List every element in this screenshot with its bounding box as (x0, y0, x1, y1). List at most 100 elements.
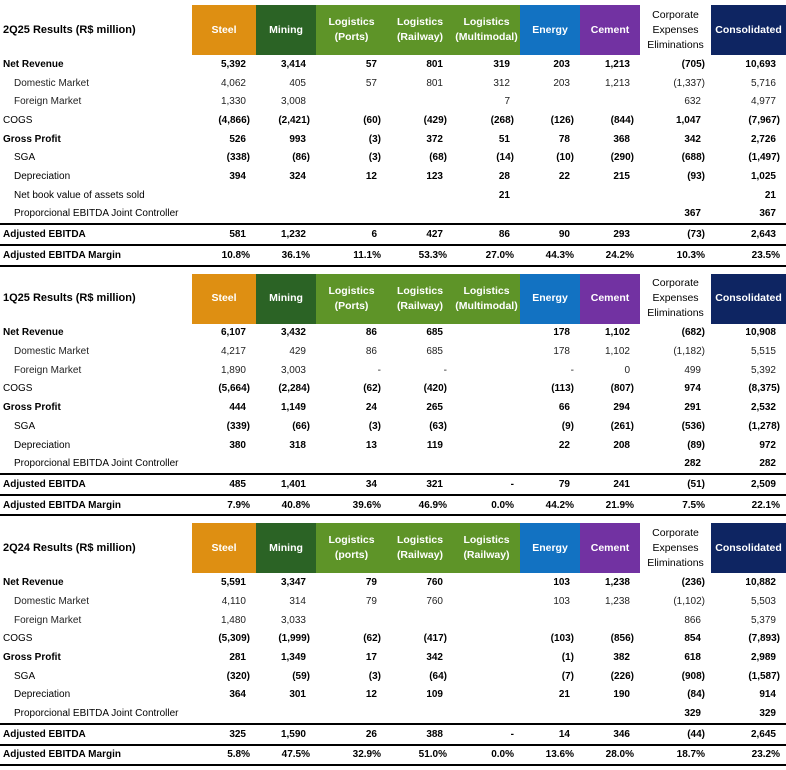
cell-steel (192, 205, 256, 225)
cell-mining: 47.5% (256, 743, 316, 767)
cell-cement: 346 (580, 722, 640, 745)
cell-logistics-railway (387, 454, 453, 474)
cell-consolidated: 10,908 (745, 327, 776, 339)
cell-mining: 314 (289, 595, 306, 607)
cell-logistics-ports: 26 (316, 722, 387, 745)
cell-logistics-railway (387, 611, 453, 630)
cell-logistics-railway: (420) (423, 383, 447, 395)
cell-cement: 294 (613, 402, 630, 414)
table-row: Foreign Market 1,890 3,003 - - - 0 499 5,392 (0, 361, 786, 380)
table-row: Proporcional EBITDA Joint Controller 329 3… (0, 704, 786, 724)
column-header-logistics-ports: Logistics (Ports) (316, 273, 387, 324)
row-label: Proporcional EBITDA Joint Controller (14, 458, 179, 470)
table-row: SGA (338) (86) (3) (68) (14) (10) (290) (688) (1,… (0, 148, 786, 167)
table-row: Depreciation 364 301 12 109 21 190 (84) 914 (0, 686, 786, 705)
cell-logistics-railway: 123 (426, 170, 443, 182)
cell-mining: 301 (289, 689, 306, 701)
row-label: COGS (3, 383, 33, 395)
row-label: Domestic Market (14, 595, 90, 607)
cell-energy: (113) (551, 383, 574, 395)
cell-logistics-railway: 265 (426, 402, 443, 414)
cell-corporate-eliminations: (236) (681, 577, 705, 589)
cell-energy: 203 (553, 77, 570, 89)
cell-corporate-eliminations: (84) (687, 689, 705, 701)
cell-corporate-eliminations: 10.3% (640, 243, 711, 267)
row-label: Depreciation (14, 439, 71, 451)
cell-steel: (5,664) (218, 383, 250, 395)
cell-logistics-ports: (60) (363, 114, 381, 126)
table-row: Net book value of assets sold 21 21 (0, 186, 786, 205)
row-label: Domestic Market (14, 77, 90, 89)
cell-mining: (2,284) (278, 383, 310, 395)
cell-corporate-eliminations: 282 (684, 458, 701, 470)
row-label: Adjusted EBITDA (0, 473, 192, 495)
cell-energy (520, 186, 580, 205)
cell-logistics-multimodal (453, 648, 520, 667)
cell-logistics-ports: (3) (368, 152, 381, 164)
cell-corporate-eliminations: (908) (681, 670, 705, 682)
cell-cement: (226) (610, 670, 634, 682)
cell-corporate-eliminations: 866 (684, 614, 701, 626)
cell-corporate-eliminations: 854 (684, 633, 701, 645)
cell-cement: 293 (580, 223, 640, 245)
cell-logistics-multimodal (453, 324, 520, 343)
cell-logistics-multimodal (453, 454, 520, 474)
results-table-2: 2Q24 Results (R$ million) Steel Mining Logi… (0, 523, 786, 767)
cell-logistics-multimodal: - (453, 722, 520, 745)
cell-consolidated: 1,025 (750, 170, 776, 182)
row-label: Adjusted EBITDA Margin (0, 493, 192, 517)
row-label: COGS (3, 633, 33, 645)
cell-steel: 4,217 (220, 346, 246, 358)
cell-energy: 103 (553, 577, 570, 589)
column-header-logistics-railway: Logistics (Railway) (387, 273, 453, 324)
cell-energy: 44.2% (520, 493, 580, 517)
cell-consolidated: 972 (759, 439, 776, 451)
table-row: Proporcional EBITDA Joint Controller 282 2… (0, 454, 786, 474)
table-row: Domestic Market 4,110 314 79 760 103 1,238 (1,1… (0, 592, 786, 611)
cell-corporate-eliminations: 974 (684, 383, 701, 395)
cell-steel: 5.8% (192, 743, 256, 767)
cell-energy: 103 (553, 595, 570, 607)
cell-corporate-eliminations: (536) (681, 420, 705, 432)
cell-mining: 1,149 (280, 402, 306, 414)
cell-cement: 0 (624, 364, 630, 376)
cell-consolidated: 2,726 (750, 133, 776, 145)
cell-logistics-ports: 57 (365, 77, 377, 89)
cell-steel: 380 (229, 439, 246, 451)
table-row: Adjusted EBITDA 485 1,401 34 321-79 241 (51) 2,… (0, 473, 786, 495)
cell-steel: 325 (192, 722, 256, 745)
cell-energy: (103) (550, 633, 574, 645)
cell-cement: 1,102 (604, 346, 630, 358)
cell-logistics-railway: 801 (426, 77, 443, 89)
cell-consolidated: (1,278) (748, 420, 780, 432)
cell-steel: 1,890 (220, 364, 246, 376)
cell-mining: (59) (292, 670, 310, 682)
cell-logistics-ports: 12 (365, 689, 377, 701)
cell-logistics-ports: - (377, 364, 381, 376)
cell-mining: 3,008 (280, 96, 306, 108)
cell-energy: (9) (561, 420, 574, 432)
cell-energy: 66 (558, 402, 570, 414)
cell-cement: (856) (610, 633, 634, 645)
row-label: Adjusted EBITDA Margin (0, 243, 192, 267)
cell-corporate-eliminations: 342 (684, 133, 701, 145)
table-row: Net Revenue 5,591 3,347 79 760 103 1,238 (236) 1… (0, 573, 786, 592)
cell-mining: 1,349 (280, 652, 306, 664)
cell-cement: (807) (610, 383, 634, 395)
cell-energy: 79 (520, 473, 580, 495)
table-row: Adjusted EBITDA Margin 5.8% 47.5% 32.9% 51.0… (0, 743, 786, 767)
cell-steel: 485 (192, 473, 256, 495)
row-label: Net Revenue (3, 577, 64, 589)
cell-logistics-railway: 342 (426, 652, 443, 664)
cell-steel: 581 (192, 223, 256, 245)
cell-consolidated: 2,643 (711, 223, 786, 245)
cell-consolidated: 4,977 (750, 96, 776, 108)
cell-steel: (4,866) (218, 114, 250, 126)
table-row: SGA (339) (66) (3) (63) (9) (261) (536) (1,278) (0, 417, 786, 436)
table-title: 2Q25 Results (R$ million) (0, 5, 192, 55)
cell-logistics-railway: (429) (423, 114, 447, 126)
table-row: Foreign Market 1,330 3,008 7 632 4,977 (0, 92, 786, 111)
cell-corporate-eliminations: (682) (681, 327, 705, 339)
cell-steel (192, 454, 256, 474)
cell-logistics-railway: 685 (426, 346, 443, 358)
